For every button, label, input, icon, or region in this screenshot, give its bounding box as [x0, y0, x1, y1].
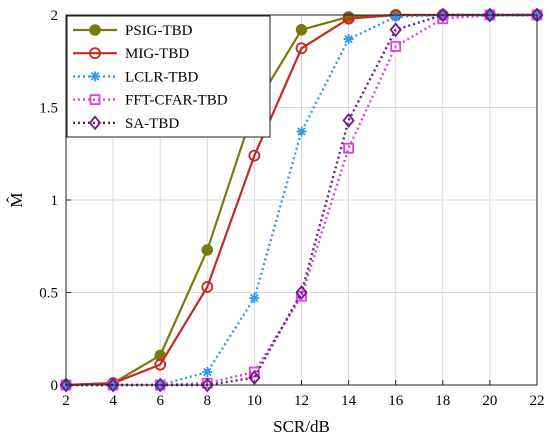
data-point: [248, 149, 261, 162]
plot-frame: [65, 14, 538, 386]
data-point: [342, 12, 355, 25]
data-point: [248, 370, 261, 386]
legend-item: FFT-CFAR-TBD: [73, 93, 228, 109]
data-point: [201, 377, 214, 393]
legend-item: LCLR-TBD: [73, 69, 198, 85]
x-tick-label: 16: [388, 393, 404, 409]
data-point: [389, 22, 402, 38]
data-point: [436, 7, 449, 23]
data-point: [89, 47, 101, 60]
data-point: [154, 358, 167, 371]
data-point: [88, 115, 102, 131]
data-point: [295, 285, 308, 300]
legend: PSIG-TBD MIG-TBD LCLR-TBD FFT-CFAR-TBD SA-TB…: [66, 15, 271, 138]
data-point: [295, 24, 308, 36]
legend-item: SA-TBD: [73, 115, 179, 132]
x-axis-label: SCR/dB: [273, 417, 330, 436]
y-tick-label: 1.5: [39, 101, 58, 117]
legend-label: SA-TBD: [125, 116, 179, 132]
series-line: [66, 13, 537, 387]
data-point: [343, 34, 354, 45]
x-tick-label: 22: [530, 393, 545, 409]
data-point: [295, 42, 308, 55]
x-tick-label: 14: [341, 393, 357, 409]
legend-item: PSIG-TBD: [73, 23, 193, 39]
legend-label: LCLR-TBD: [125, 69, 198, 85]
data-point: [342, 113, 355, 128]
y-axis-ticks: 0 0.5 1 1.5 2: [39, 8, 71, 394]
data-point: [343, 142, 355, 154]
x-tick-label: 10: [247, 393, 262, 409]
x-tick-label: 18: [435, 393, 450, 409]
data-point: [89, 94, 101, 105]
data-point: [390, 41, 402, 52]
y-tick-label: 1: [51, 193, 59, 209]
data-point: [154, 377, 167, 393]
x-axis-ticks: 2 4 6 8 10 12 14 16 18 20 22: [62, 380, 545, 409]
legend-label: MIG-TBD: [125, 46, 189, 62]
x-tick-label: 4: [109, 393, 117, 409]
data-point: [89, 24, 101, 36]
x-tick-label: 2: [62, 393, 70, 409]
data-point: [202, 367, 213, 378]
data-point: [390, 11, 401, 22]
x-tick-label: 20: [482, 393, 497, 409]
data-point: [296, 290, 307, 302]
legend-label: FFT-CFAR-TBD: [125, 93, 228, 109]
y-axis-label: M̂: [7, 192, 26, 207]
data-point: [483, 7, 497, 23]
data-point: [90, 71, 100, 82]
legend-label: PSIG-TBD: [125, 23, 193, 39]
data-point: [201, 281, 214, 293]
data-point: [249, 293, 260, 304]
x-tick-label: 8: [204, 393, 212, 409]
legend-item: MIG-TBD: [73, 46, 189, 62]
x-tick-label: 6: [156, 393, 164, 409]
y-tick-label: 0.5: [39, 286, 58, 302]
data-point: [296, 126, 307, 137]
data-point: [248, 366, 260, 378]
data-point: [59, 377, 73, 393]
y-tick-label: 0: [51, 378, 59, 394]
data-point: [106, 377, 120, 393]
y-tick-label: 2: [51, 8, 59, 24]
legend-box: [66, 15, 271, 138]
data-point: [201, 244, 214, 256]
x-tick-label: 12: [294, 393, 309, 409]
